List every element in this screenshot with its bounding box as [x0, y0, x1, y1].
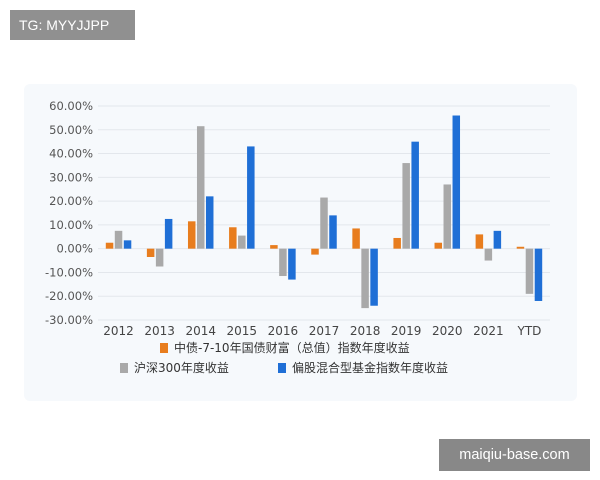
- bar-series-1: [229, 227, 237, 249]
- bar-series-3: [411, 141, 419, 249]
- bar-series-1: [434, 242, 443, 249]
- bar-series-2: [320, 197, 328, 249]
- bar-series-1: [146, 248, 155, 257]
- bar-series-2: [402, 163, 410, 249]
- bar-series-1: [475, 234, 484, 249]
- bar-series-3: [288, 248, 296, 280]
- legend-swatch-3: [278, 363, 286, 373]
- y-tick-label: -10.00%: [45, 265, 93, 279]
- bar-series-1: [516, 246, 525, 249]
- legend-label-1: 中债-7-10年国债财富（总值）指数年度收益: [174, 340, 410, 355]
- bar-series-3: [247, 146, 255, 249]
- y-tick-label: 50.00%: [49, 123, 93, 137]
- bar-series-3: [534, 248, 543, 301]
- x-tick-label: 2019: [391, 324, 422, 338]
- bar-series-2: [361, 248, 369, 309]
- bar-series-1: [187, 221, 196, 249]
- bar-series-1: [311, 248, 319, 255]
- bar-series-2: [443, 184, 452, 249]
- bar-series-3: [452, 115, 461, 249]
- bar-series-1: [352, 228, 360, 249]
- legend-swatch-1: [160, 343, 168, 353]
- x-tick-label: 2021: [473, 324, 504, 338]
- bar-series-1: [270, 245, 278, 249]
- legend-label-2: 沪深300年度收益: [134, 360, 229, 375]
- x-tick-label: 2018: [350, 324, 381, 338]
- x-tick-label: 2017: [309, 324, 340, 338]
- bar-series-1: [393, 237, 401, 249]
- x-tick-label: 2014: [185, 324, 216, 338]
- bar-series-1: [105, 242, 114, 249]
- y-tick-label: 0.00%: [56, 242, 93, 256]
- bar-series-3: [123, 240, 132, 249]
- bar-series-3: [329, 215, 337, 249]
- bar-series-2: [238, 235, 246, 249]
- watermark-top-left: TG: MYYJJPP: [10, 10, 135, 40]
- y-tick-label: 10.00%: [49, 218, 93, 232]
- bar-series-2: [279, 248, 287, 277]
- y-tick-label: 40.00%: [49, 147, 93, 161]
- x-tick-label: 2020: [432, 324, 463, 338]
- y-tick-label: -20.00%: [45, 289, 93, 303]
- y-tick-label: -30.00%: [45, 313, 93, 327]
- bar-series-3: [493, 230, 502, 249]
- x-tick-label: 2015: [227, 324, 258, 338]
- x-tick-label: 2012: [103, 324, 134, 338]
- x-tick-label: 2016: [268, 324, 299, 338]
- x-tick-label: YTD: [517, 324, 542, 338]
- y-tick-label: 60.00%: [49, 99, 93, 113]
- bar-series-2: [484, 248, 493, 261]
- legend-label-3: 偏股混合型基金指数年度收益: [292, 360, 448, 375]
- watermark-bottom-right: maiqiu-base.com: [439, 439, 590, 471]
- y-tick-label: 20.00%: [49, 194, 93, 208]
- legend-swatch-2: [120, 363, 128, 373]
- bar-series-2: [525, 248, 534, 294]
- bar-series-2: [196, 126, 205, 249]
- bar-series-2: [155, 248, 164, 267]
- bar-series-3: [370, 248, 378, 306]
- x-tick-label: 2013: [144, 324, 175, 338]
- bar-series-2: [114, 230, 123, 249]
- bar-series-3: [205, 196, 214, 249]
- bar-series-3: [164, 218, 173, 249]
- y-tick-label: 30.00%: [49, 170, 93, 184]
